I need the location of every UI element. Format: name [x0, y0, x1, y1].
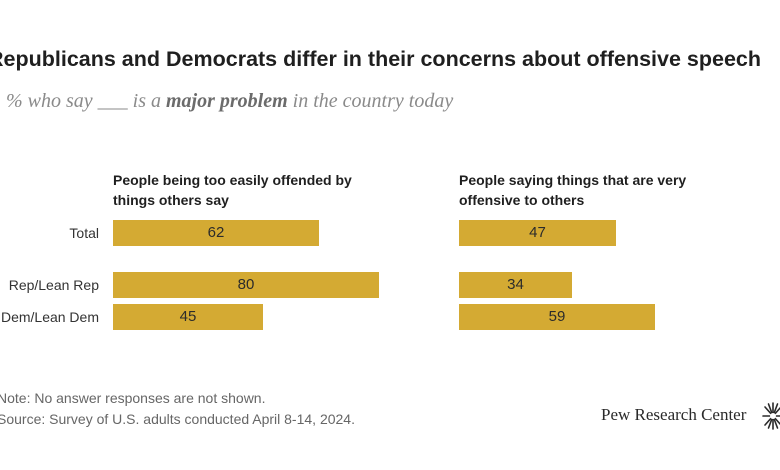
subtitle-emphasis: major problem	[166, 90, 288, 112]
bar-value-label: 47	[529, 224, 546, 241]
bar-s1-dem: 45	[113, 304, 263, 330]
subtitle-prefix: % who say ___ is a	[6, 90, 161, 112]
bar-value-label: 80	[237, 276, 255, 293]
bar-value-label: 45	[179, 308, 197, 325]
chart-title: Republicans and Democrats differ in thei…	[0, 47, 761, 71]
bar-s2-rep: 34	[459, 272, 572, 298]
bar-s1-rep: 80	[113, 272, 379, 298]
chart-source: Source: Survey of U.S. adults conducted …	[0, 411, 355, 427]
bar-value-label: 34	[507, 276, 524, 293]
bar-s1-total: 62	[113, 220, 319, 246]
row-label-total: Total	[69, 225, 99, 241]
pew-logo-text: Pew Research Center	[601, 405, 747, 424]
pew-sunburst-icon	[762, 402, 780, 430]
row-label-dem: Dem/Lean Dem	[0, 309, 99, 325]
subtitle-suffix: in the country today	[292, 90, 454, 112]
bar-s2-total: 47	[459, 220, 616, 246]
row-label-rep: Rep/Lean Rep	[8, 277, 99, 293]
bar-value-label: 62	[207, 224, 225, 241]
chart-note: Note: No answer responses are not shown.	[0, 390, 266, 406]
chart-subtitle: % who say ___ is a major problem in the …	[6, 90, 453, 113]
panel-title-easily-offended: People being too easily offended by thin…	[113, 172, 352, 208]
bar-value-label: 59	[548, 308, 566, 325]
bar-s2-dem: 59	[459, 304, 655, 330]
panel-title-offensive-speech: People saying things that are very offen…	[459, 172, 687, 208]
